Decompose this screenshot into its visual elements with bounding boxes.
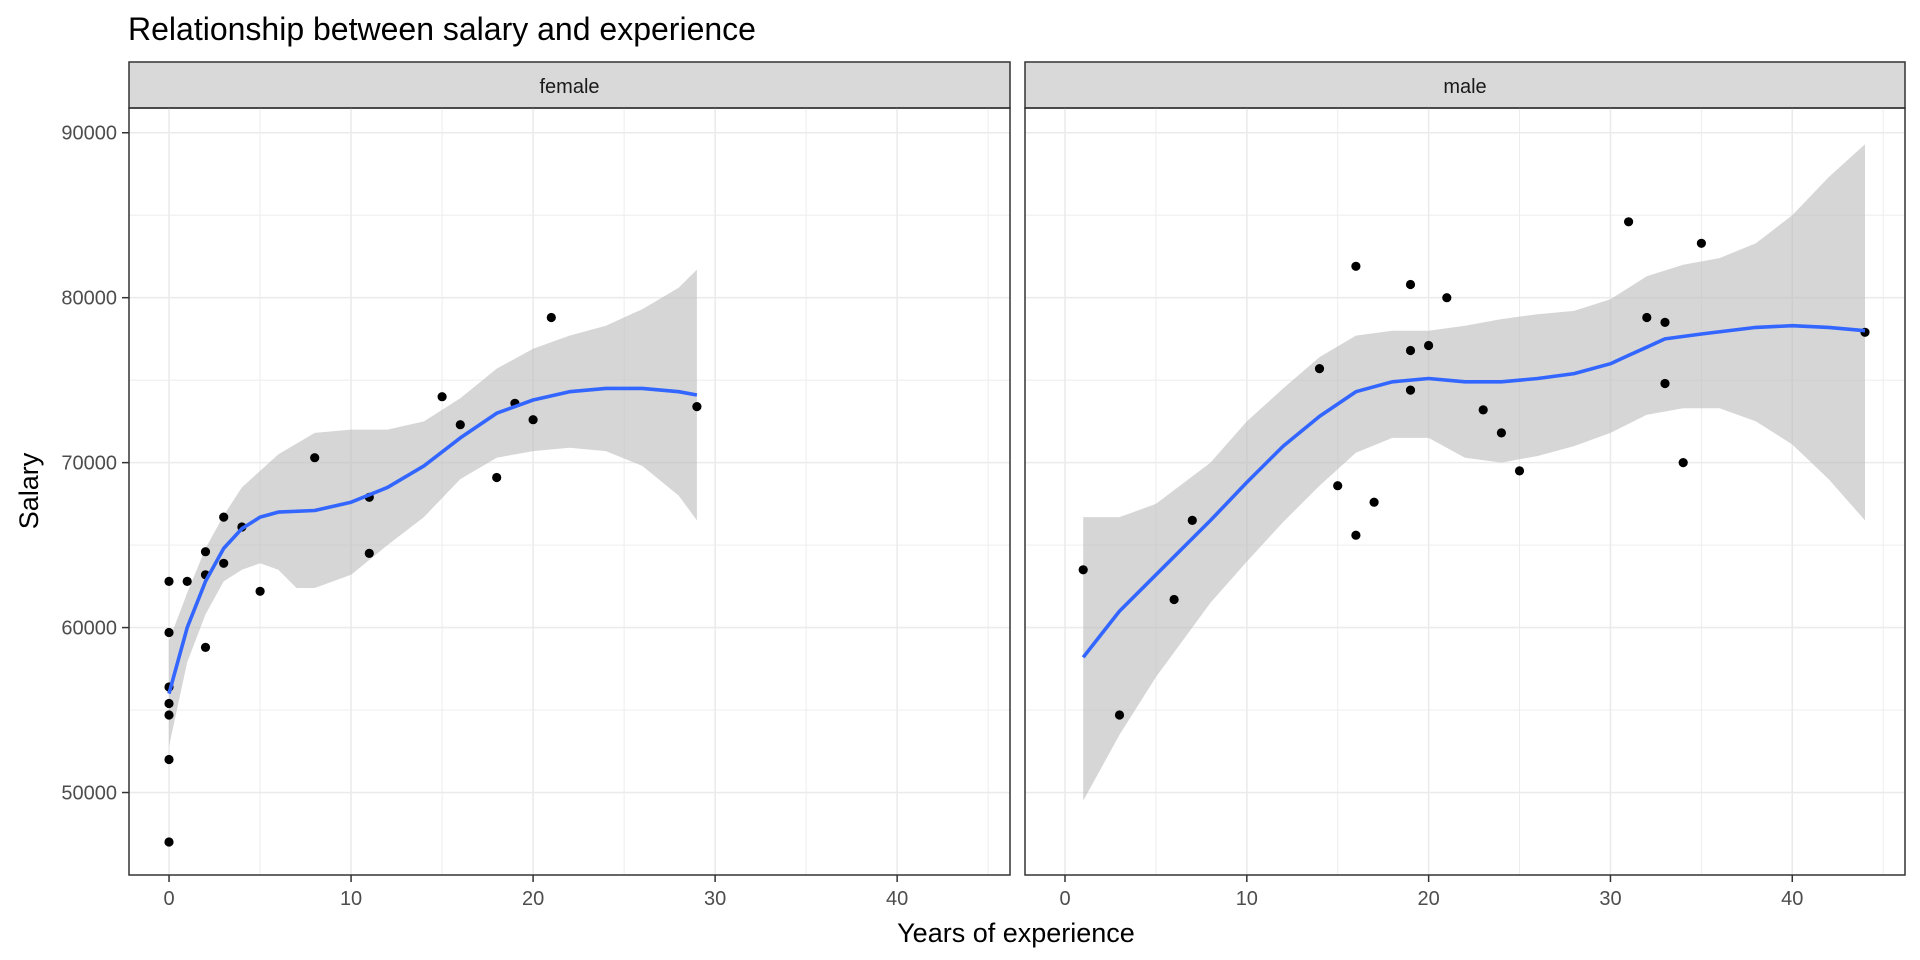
- data-point: [255, 586, 265, 596]
- data-point: [1333, 481, 1343, 491]
- panel-border: [128, 107, 1011, 876]
- data-point: [1169, 594, 1179, 605]
- chart-title: Relationship between salary and experien…: [128, 11, 756, 47]
- facet-panels: female 0 10 20 30 40 50000 60000 70000 80000 90000…: [61, 61, 1906, 910]
- data-point: [200, 547, 211, 557]
- y-tick-label: 90000: [61, 123, 117, 145]
- data-point: [1642, 312, 1652, 323]
- smooth-line: [167, 386, 698, 695]
- data-point: [1405, 279, 1416, 290]
- x-tick-label: 30: [1599, 888, 1621, 910]
- data-point: [219, 558, 229, 568]
- x-tick-label: 0: [1059, 888, 1070, 910]
- x-tick-label: 20: [522, 888, 544, 910]
- x-tick-label: 0: [163, 888, 174, 910]
- data-point: [546, 312, 556, 323]
- data-point: [219, 512, 229, 522]
- data-point: [310, 453, 320, 463]
- smooth-line: [1081, 323, 1866, 659]
- data-point: [1405, 345, 1416, 356]
- data-point: [437, 392, 447, 402]
- facet-panel-female: female 0 10 20 30 40 50000 60000 70000 80000 90000: [61, 61, 1011, 910]
- data-point: [200, 642, 211, 653]
- data-point: [1660, 378, 1670, 389]
- data-point: [164, 837, 174, 847]
- facet-strip-male: [1024, 61, 1906, 109]
- facet-strip-label: male: [1443, 76, 1486, 98]
- data-point: [1660, 317, 1670, 327]
- data-point: [492, 472, 502, 483]
- data-point: [1496, 428, 1506, 438]
- data-point: [1696, 238, 1706, 248]
- data-point: [164, 698, 174, 709]
- data-point: [1514, 466, 1525, 476]
- x-tick-label: 10: [340, 888, 362, 910]
- confidence-ribbon: [1083, 144, 1865, 801]
- data-point: [1678, 458, 1688, 468]
- grid-lines: [1025, 108, 1905, 876]
- data-point: [1478, 405, 1488, 415]
- y-tick-label: 80000: [61, 288, 117, 310]
- data-point: [164, 576, 174, 587]
- facet-strip-label: female: [539, 76, 599, 98]
- x-tick-label: 40: [1781, 888, 1803, 910]
- data-point: [1624, 217, 1634, 227]
- y-tick-label: 50000: [61, 783, 117, 805]
- data-point: [1351, 261, 1361, 271]
- data-point: [528, 415, 538, 425]
- data-point: [182, 576, 192, 587]
- data-point: [1405, 385, 1416, 395]
- data-point: [1114, 710, 1125, 720]
- facet-panel-male: male 0 10 20 30 40: [1024, 61, 1906, 910]
- data-point: [1369, 497, 1379, 507]
- y-tick-label: 60000: [61, 618, 117, 640]
- x-tick-label: 20: [1418, 888, 1440, 910]
- facet-strip-female: [128, 61, 1011, 109]
- data-point: [164, 710, 174, 720]
- confidence-ribbon: [169, 269, 697, 747]
- scatter-points: [164, 312, 702, 847]
- y-tick-label: 70000: [61, 453, 117, 475]
- data-point: [1314, 364, 1325, 374]
- x-axis-title: Years of experience: [897, 918, 1135, 948]
- data-point: [164, 627, 174, 638]
- y-axis-title: Salary: [14, 452, 44, 529]
- panel-border: [1024, 107, 1906, 876]
- data-point: [1187, 515, 1197, 526]
- data-point: [1351, 530, 1361, 540]
- data-point: [1442, 293, 1452, 303]
- data-point: [455, 420, 465, 430]
- data-point: [1424, 340, 1434, 351]
- x-tick-label: 40: [886, 888, 908, 910]
- data-point: [692, 402, 702, 412]
- x-tick-label: 10: [1236, 888, 1258, 910]
- data-point: [364, 548, 374, 559]
- data-point: [164, 754, 174, 765]
- data-point: [1078, 565, 1088, 575]
- scatter-points: [1078, 217, 1870, 720]
- x-tick-label: 30: [704, 888, 726, 910]
- grid-lines: [129, 108, 1010, 876]
